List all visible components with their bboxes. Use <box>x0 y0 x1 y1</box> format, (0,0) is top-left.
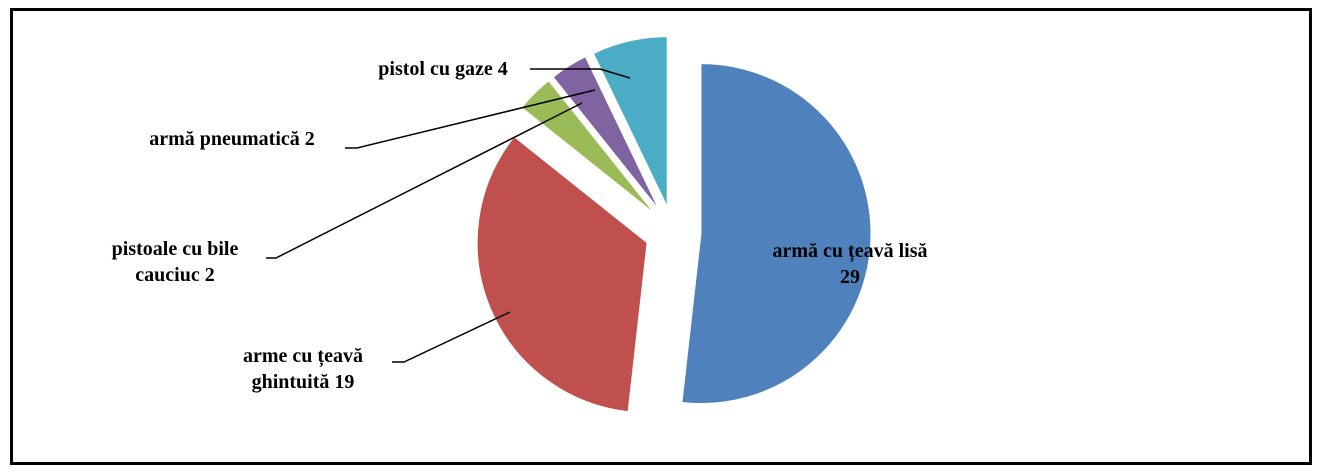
labels-layer: armă cu țeavă lisă 29 arme cu țeavă ghintui… <box>112 58 928 393</box>
data-label-line: arme cu țeavă <box>243 345 363 368</box>
data-label-5: pistol cu gaze 4 <box>378 58 507 80</box>
pie-slice-1 <box>681 63 872 405</box>
leader-line-5 <box>530 68 631 79</box>
leader-line-2 <box>392 311 511 363</box>
leader-lines-layer <box>266 68 631 363</box>
leader-line-4 <box>345 89 596 149</box>
data-label-line: armă cu țeavă lisă <box>773 240 928 263</box>
leader-line-3 <box>266 102 583 259</box>
data-label-line: pistol cu gaze 4 <box>378 58 507 80</box>
data-label-1: armă cu țeavă lisă 29 <box>773 240 928 288</box>
data-label-4: armă pneumatică 2 <box>149 128 315 150</box>
data-label-line: ghintuită 19 <box>252 371 355 393</box>
data-label-line: armă pneumatică 2 <box>149 128 315 150</box>
data-label-3: pistoale cu bile cauciuc 2 <box>112 238 239 286</box>
data-label-line: pistoale cu bile <box>112 238 239 260</box>
data-label-2: arme cu țeavă ghintuită 19 <box>243 345 363 393</box>
pie-slice-2 <box>476 136 648 413</box>
slices-layer <box>476 36 872 413</box>
data-label-line: cauciuc 2 <box>135 264 214 286</box>
pie-slice-5 <box>592 36 668 207</box>
pie-slice-4 <box>552 56 660 211</box>
data-label-line: 29 <box>840 266 860 288</box>
